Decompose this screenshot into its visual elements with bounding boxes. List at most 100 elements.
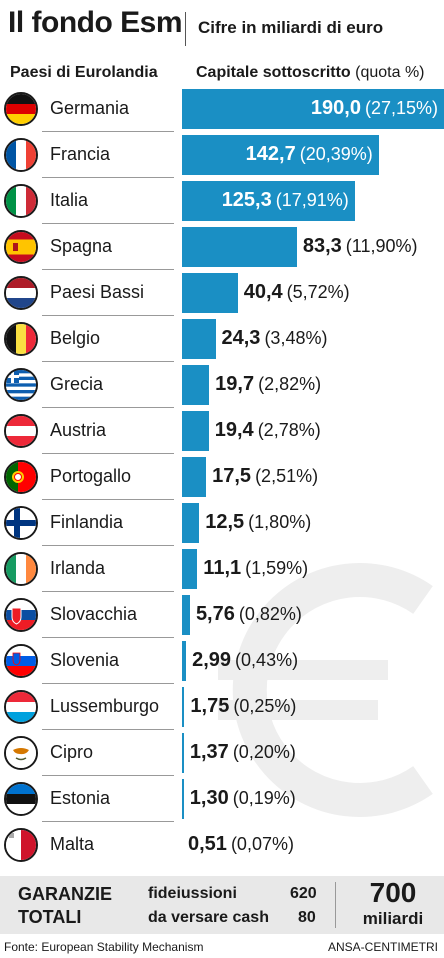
- share-label: (2,82%): [258, 374, 322, 394]
- data-label: 125,3 (17,91%): [222, 189, 349, 212]
- data-label: 19,4 (2,78%): [215, 419, 321, 442]
- column-header-capital-main: Capitale sottoscritto: [196, 64, 351, 81]
- bar: [182, 457, 207, 497]
- bar: [182, 273, 238, 313]
- value-label: 17,5: [212, 465, 252, 487]
- country-label: Irlanda: [50, 558, 106, 578]
- table-row: Italia 125,3 (17,91%): [0, 178, 444, 224]
- euro-symbol-watermark: [218, 563, 433, 817]
- total-unit: miliardi: [362, 909, 424, 928]
- country-label: Slovenia: [50, 650, 120, 670]
- title-separator: [185, 12, 186, 46]
- total-value: 700: [369, 877, 417, 908]
- share-label: (27,15%): [364, 98, 438, 118]
- table-row: Austria 19,4 (2,78%): [0, 408, 444, 454]
- row-divider: [42, 729, 174, 730]
- bar: [182, 89, 444, 129]
- data-label: 1,30 (0,19%): [190, 787, 296, 810]
- share-label: (0,43%): [235, 650, 299, 670]
- country-label: Spagna: [50, 236, 113, 256]
- value-label: 2,99: [192, 649, 232, 671]
- row-divider: [42, 499, 174, 500]
- value-label: 24,3: [221, 327, 261, 349]
- france-flag: [4, 138, 38, 172]
- value-label: 1,37: [189, 741, 229, 763]
- country-label: Lussemburgo: [50, 696, 160, 716]
- column-header-countries: Paesi di Eurolandia: [10, 64, 158, 81]
- belgium-flag: [4, 322, 38, 356]
- share-label: (3,48%): [264, 328, 328, 348]
- guarantees-label-line2: TOTALI: [18, 907, 82, 927]
- bar: [182, 227, 297, 267]
- data-label: 17,5 (2,51%): [212, 465, 318, 488]
- country-label: Italia: [50, 190, 89, 210]
- table-row: Spagna 83,3 (11,90%): [0, 224, 444, 270]
- value-label: 12,5: [205, 511, 245, 533]
- row-divider: [42, 177, 174, 178]
- share-label: (0,25%): [233, 696, 297, 716]
- data-label: 83,3 (11,90%): [303, 235, 418, 258]
- data-label: 1,37 (0,20%): [190, 741, 296, 764]
- table-row: Malta 0,51 (0,07%): [0, 822, 444, 868]
- row-divider: [42, 637, 174, 638]
- total-separator: [335, 882, 336, 928]
- share-label: (11,90%): [345, 236, 418, 256]
- value-label: 19,4: [214, 419, 254, 441]
- row-divider: [42, 821, 174, 822]
- value-label: 11,1: [203, 557, 242, 579]
- table-row: Francia 142,7 (20,39%): [0, 132, 444, 178]
- row-divider: [42, 315, 174, 316]
- bar: [182, 779, 184, 819]
- data-label: 11,1 (1,59%): [203, 557, 308, 580]
- bar: [182, 687, 185, 727]
- row-divider: [42, 223, 174, 224]
- header: Il fondo Esm Cifre in miliardi di euro: [0, 0, 444, 52]
- data-label: 5,76 (0,82%): [196, 603, 302, 626]
- slovenia-flag: [4, 644, 38, 678]
- table-row: Slovenia 2,99 (0,43%): [0, 638, 444, 684]
- bar: [182, 319, 216, 359]
- value-label: 83,3: [302, 235, 342, 257]
- row-divider: [42, 545, 174, 546]
- data-label: 24,3 (3,48%): [222, 327, 328, 350]
- country-label: Belgio: [50, 328, 101, 348]
- country-label: Malta: [50, 834, 95, 854]
- bar: [182, 135, 379, 175]
- share-label: (2,51%): [255, 466, 319, 486]
- malta-flag: [4, 828, 38, 862]
- table-row: Slovacchia 5,76 (0,82%): [0, 592, 444, 638]
- table-row: Finlandia 12,5 (1,80%): [0, 500, 444, 546]
- value-label: 0,51: [188, 833, 227, 855]
- value-label: 40,4: [243, 281, 283, 303]
- share-label: (2,78%): [257, 420, 321, 440]
- cash-label: da versare cash: [148, 909, 269, 926]
- column-header-capital-note: (quota %): [355, 64, 425, 81]
- netherlands-flag: [4, 276, 38, 310]
- row-divider: [42, 407, 174, 408]
- chart-subtitle: Cifre in miliardi di euro: [198, 18, 384, 37]
- row-divider: [42, 131, 174, 132]
- country-label: Paesi Bassi: [50, 282, 145, 302]
- guarantees-box: GARANZIE TOTALI fideiussioni 620 da vers…: [0, 876, 444, 934]
- source-note: Fonte: European Stability Mechanism: [4, 940, 204, 954]
- slovakia-flag: [4, 598, 38, 632]
- value-label: 142,7: [245, 143, 296, 165]
- bar: [182, 503, 200, 543]
- share-label: (0,82%): [238, 604, 302, 624]
- data-label: 190,0 (27,15%): [311, 97, 438, 120]
- value-label: 190,0: [310, 97, 361, 119]
- country-label: Francia: [50, 144, 111, 164]
- row-divider: [42, 361, 174, 362]
- share-label: (5,72%): [286, 282, 350, 302]
- row-divider: [42, 591, 174, 592]
- data-label: 142,7 (20,39%): [246, 143, 373, 166]
- cyprus-flag: [4, 736, 38, 770]
- portugal-flag: [4, 460, 38, 494]
- table-row: Cipro 1,37 (0,20%): [0, 730, 444, 776]
- austria-flag: [4, 414, 38, 448]
- country-label: Germania: [50, 98, 130, 118]
- bar: [182, 641, 187, 681]
- chart-title: Il fondo Esm: [8, 6, 183, 39]
- share-label: (17,91%): [275, 190, 349, 210]
- luxembourg-flag: [4, 690, 38, 724]
